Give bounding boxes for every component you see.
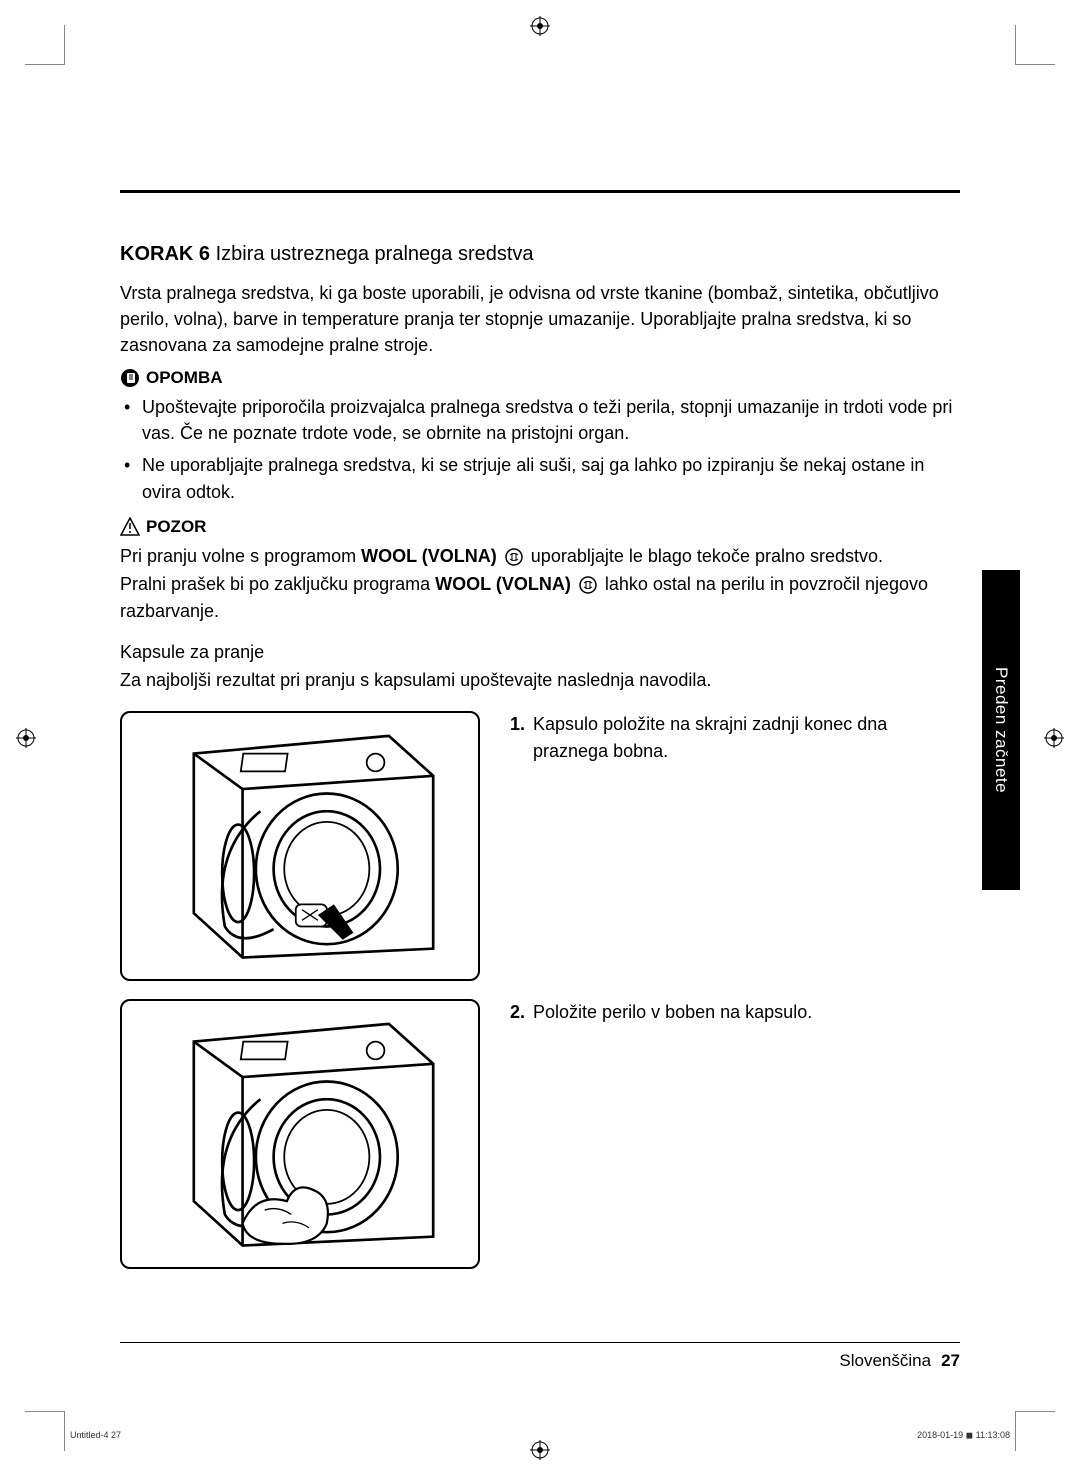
- caution-label: POZOR: [146, 517, 206, 537]
- caution-header: POZOR: [120, 517, 960, 537]
- caution-block: POZOR Pri pranju volne s programom WOOL …: [120, 517, 960, 627]
- wool-label: WOOL (VOLNA): [361, 546, 497, 566]
- note-block: OPOMBA Upoštevajte priporočila proizvaja…: [120, 368, 960, 504]
- crop-mark: [1015, 1411, 1055, 1451]
- wool-label: WOOL (VOLNA): [435, 574, 571, 594]
- page-content: KORAK 6 Izbira ustreznega pralnega sreds…: [120, 190, 960, 1269]
- side-tab: Preden začnete: [982, 570, 1020, 890]
- figure-illustration: [120, 999, 480, 1269]
- page-footer: Slovenščina 27: [120, 1342, 960, 1371]
- intro-paragraph: Vrsta pralnega sredstva, ki ga boste upo…: [120, 280, 960, 358]
- registration-mark-icon: [16, 728, 36, 748]
- step-text: Položite perilo v boben na kapsulo.: [533, 999, 812, 1025]
- step-text: Kapsulo položite na skrajni zadnji konec…: [533, 711, 960, 763]
- caution-line1-before: Pri pranju volne s programom: [120, 546, 361, 566]
- print-meta-left: Untitled-4 27: [70, 1430, 121, 1441]
- figure-caption: 2. Položite perilo v boben na kapsulo.: [510, 999, 960, 1025]
- figure-row-2: 2. Položite perilo v boben na kapsulo.: [120, 999, 960, 1269]
- crop-mark: [1015, 25, 1055, 65]
- print-meta: Untitled-4 27 2018-01-19 ◼ 11:13:08: [70, 1430, 1010, 1441]
- step-label: KORAK 6: [120, 243, 210, 265]
- step-number: 1.: [510, 711, 525, 763]
- footer-page-number: 27: [941, 1351, 960, 1371]
- horizontal-rule: [120, 190, 960, 193]
- note-icon: [120, 368, 140, 388]
- print-meta-right: 2018-01-19 ◼ 11:13:08: [917, 1430, 1010, 1441]
- caution-text: Pri pranju volne s programom WOOL (VOLNA…: [120, 543, 960, 627]
- registration-mark-icon: [530, 16, 550, 36]
- caution-line1-after: uporabljajte le blago tekoče pralno sred…: [531, 546, 883, 566]
- wool-icon: [504, 547, 524, 567]
- figure-caption: 1. Kapsulo položite na skrajni zadnji ko…: [510, 711, 960, 763]
- capsules-intro: Za najboljši rezultat pri pranju s kapsu…: [120, 667, 960, 693]
- step-title: Izbira ustreznega pralnega sredstva: [216, 243, 534, 265]
- caution-icon: [120, 517, 140, 537]
- footer-language: Slovenščina: [839, 1351, 931, 1371]
- note-item: Upoštevajte priporočila proizvajalca pra…: [142, 394, 960, 446]
- wool-icon: [578, 575, 598, 595]
- crop-mark: [25, 1411, 65, 1451]
- crop-mark: [25, 25, 65, 65]
- note-item: Ne uporabljajte pralnega sredstva, ki se…: [142, 452, 960, 504]
- note-header: OPOMBA: [120, 368, 960, 388]
- step-heading: KORAK 6 Izbira ustreznega pralnega sreds…: [120, 243, 960, 266]
- caution-line2-before: Pralni prašek bi po zaključku programa: [120, 574, 435, 594]
- registration-mark-icon: [1044, 728, 1064, 748]
- figure-row-1: 1. Kapsulo položite na skrajni zadnji ko…: [120, 711, 960, 981]
- figure-illustration: [120, 711, 480, 981]
- step-number: 2.: [510, 999, 525, 1025]
- registration-mark-icon: [530, 1440, 550, 1460]
- note-list: Upoštevajte priporočila proizvajalca pra…: [120, 394, 960, 504]
- capsules-heading: Kapsule za pranje: [120, 642, 960, 663]
- note-label: OPOMBA: [146, 368, 223, 388]
